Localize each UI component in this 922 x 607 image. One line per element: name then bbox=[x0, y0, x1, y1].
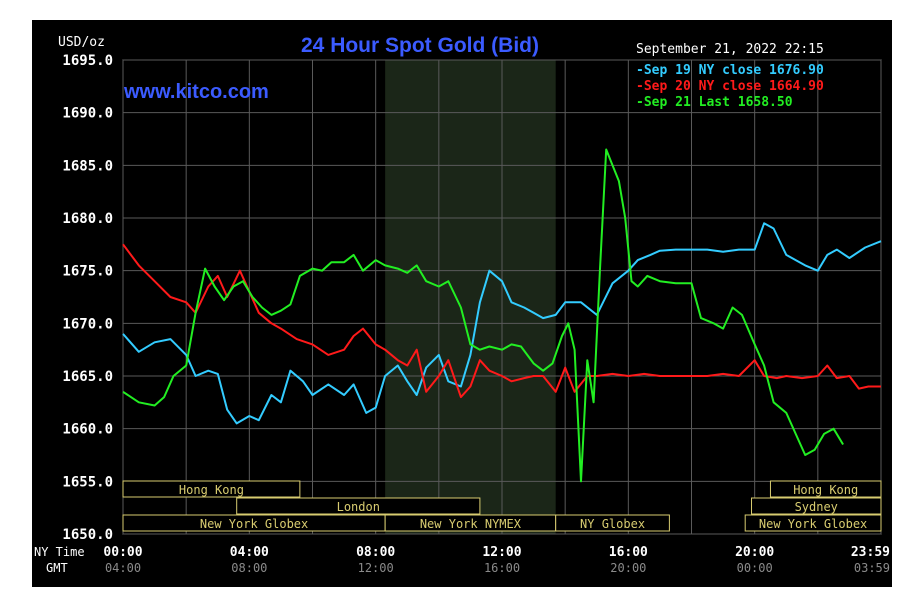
y-tick-label: 1690.0 bbox=[62, 106, 113, 122]
ny-time-tick-label: 20:00 bbox=[735, 545, 774, 560]
y-tick-label: 1670.0 bbox=[62, 316, 113, 332]
series-line-1 bbox=[122, 222, 882, 425]
legend-entry-2: -Sep 20 NY close 1664.90 bbox=[636, 79, 824, 94]
session-label: Sydney bbox=[795, 500, 838, 514]
unit-label: USD/oz bbox=[58, 35, 105, 50]
session-label: New York NYMEX bbox=[420, 517, 522, 531]
session-box bbox=[744, 514, 882, 532]
grid-lines bbox=[122, 59, 882, 535]
y-axis-ticks: 1650.0 1655.0 1660.0 1665.0 1670.0 1675.0 1680… bbox=[62, 53, 113, 543]
y-tick-label: 1665.0 bbox=[62, 369, 113, 385]
ny-time-tick-label: 12:00 bbox=[482, 545, 521, 560]
session-box bbox=[751, 497, 882, 515]
legend-entry-3: -Sep 21 Last 1658.50 bbox=[636, 95, 793, 110]
series-line-2 bbox=[122, 243, 881, 399]
gmt-tick-label: 20:00 bbox=[610, 561, 646, 575]
ny-time-tick-label: 08:00 bbox=[356, 545, 395, 560]
session-label: Hong Kong bbox=[793, 483, 858, 497]
y-tick-label: 1655.0 bbox=[62, 474, 113, 490]
ny-time-tick-label: 00:00 bbox=[103, 545, 142, 560]
timestamp: September 21, 2022 22:15 bbox=[636, 42, 824, 57]
gmt-tick-label: 16:00 bbox=[484, 561, 520, 575]
session-label: Hong Kong bbox=[179, 483, 244, 497]
session-box bbox=[122, 480, 301, 498]
y-tick-label: 1680.0 bbox=[62, 211, 113, 227]
gmt-tick-label: 12:00 bbox=[358, 561, 394, 575]
session-label: London bbox=[337, 500, 380, 514]
y-tick-label: 1660.0 bbox=[62, 422, 113, 438]
legend: -Sep 19 NY close 1676.90-Sep 20 NY close… bbox=[636, 63, 824, 110]
gmt-tick-label: 00:00 bbox=[737, 561, 773, 575]
session-label: NY Globex bbox=[580, 517, 645, 531]
series-line-3 bbox=[122, 148, 844, 483]
ny-time-tick-label: 23:59 bbox=[851, 545, 890, 560]
gmt-tick-label: 08:00 bbox=[231, 561, 267, 575]
gmt-label: GMT bbox=[46, 561, 68, 575]
market-sessions: Hong Kong Hong Kong London Sydney New York G… bbox=[122, 480, 882, 532]
ny-time-tick-label: 16:00 bbox=[609, 545, 648, 560]
gmt-tick-label: 04:00 bbox=[105, 561, 141, 575]
y-tick-label: 1685.0 bbox=[62, 158, 113, 174]
ny-time-label: NY Time bbox=[34, 545, 85, 559]
site-label: www.kitco.com bbox=[123, 81, 269, 103]
legend-entry-1: -Sep 19 NY close 1676.90 bbox=[636, 63, 824, 78]
price-series bbox=[122, 148, 882, 483]
nymex-shaded-region bbox=[385, 60, 556, 534]
session-box bbox=[555, 514, 670, 532]
session-label: New York Globex bbox=[200, 517, 308, 531]
session-label: New York Globex bbox=[759, 517, 867, 531]
y-tick-label: 1650.0 bbox=[62, 527, 113, 543]
gmt-tick-label: 03:59 bbox=[854, 561, 890, 575]
session-box bbox=[236, 497, 481, 515]
y-tick-label: 1675.0 bbox=[62, 264, 113, 280]
session-box bbox=[769, 480, 882, 498]
x-axis-ticks: 00:0004:0004:0008:0008:0012:0012:0016:00… bbox=[103, 545, 890, 575]
y-tick-label: 1695.0 bbox=[62, 53, 113, 69]
chart-title: 24 Hour Spot Gold (Bid) bbox=[301, 34, 539, 57]
ny-time-tick-label: 04:00 bbox=[230, 545, 269, 560]
